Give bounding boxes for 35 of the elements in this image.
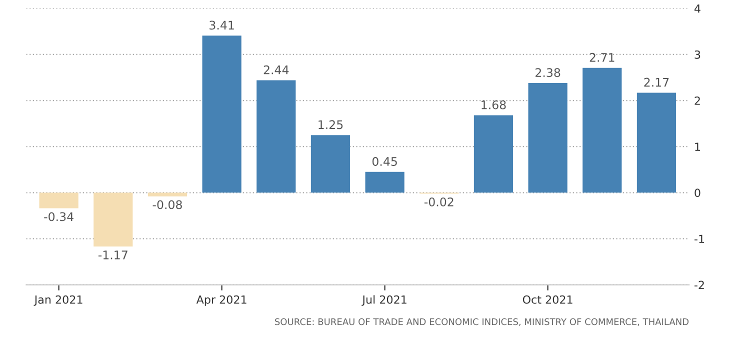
bar (365, 172, 404, 193)
data-label: 2.44 (264, 65, 289, 74)
y-tick-label: -2 (694, 280, 704, 289)
bar (256, 80, 296, 193)
bar (474, 115, 514, 193)
data-label: -0.08 (152, 200, 182, 210)
data-label: 1.25 (318, 120, 343, 130)
bar (202, 36, 242, 193)
bar (528, 83, 568, 193)
data-label: 2.71 (590, 52, 614, 62)
y-tick-label: 2 (694, 96, 700, 105)
bar (39, 192, 78, 208)
x-tick-label: Apr 2021 (196, 295, 246, 306)
x-tick-label: Jan 2021 (34, 295, 82, 306)
bar (310, 135, 350, 193)
x-tick-label: Oct 2021 (522, 295, 572, 304)
data-label: -0.02 (424, 197, 454, 206)
y-tick-label: 4 (694, 4, 700, 13)
data-label: 0.45 (372, 157, 397, 166)
x-tick-label: Jul 2021 (362, 295, 406, 306)
bar (148, 192, 188, 196)
y-tick-label: 0 (694, 188, 700, 198)
bar (582, 68, 622, 193)
y-tick-label: 3 (694, 50, 700, 59)
data-label: -0.34 (44, 212, 74, 222)
y-tick-label: 1 (695, 142, 700, 151)
data-label: 2.38 (536, 68, 560, 78)
y-tick-label: -1 (694, 234, 704, 243)
bar (636, 92, 676, 193)
data-label: -1.17 (98, 250, 128, 260)
data-label: 2.17 (644, 78, 669, 87)
source-note: SOURCE: BUREAU OF TRADE AND ECONOMIC INDICES, MINISTRY OF COMMERCE, THAILAND (275, 318, 689, 326)
bar (94, 192, 133, 247)
data-label: 1.68 (482, 100, 506, 110)
data-label: 3.41 (210, 20, 234, 30)
